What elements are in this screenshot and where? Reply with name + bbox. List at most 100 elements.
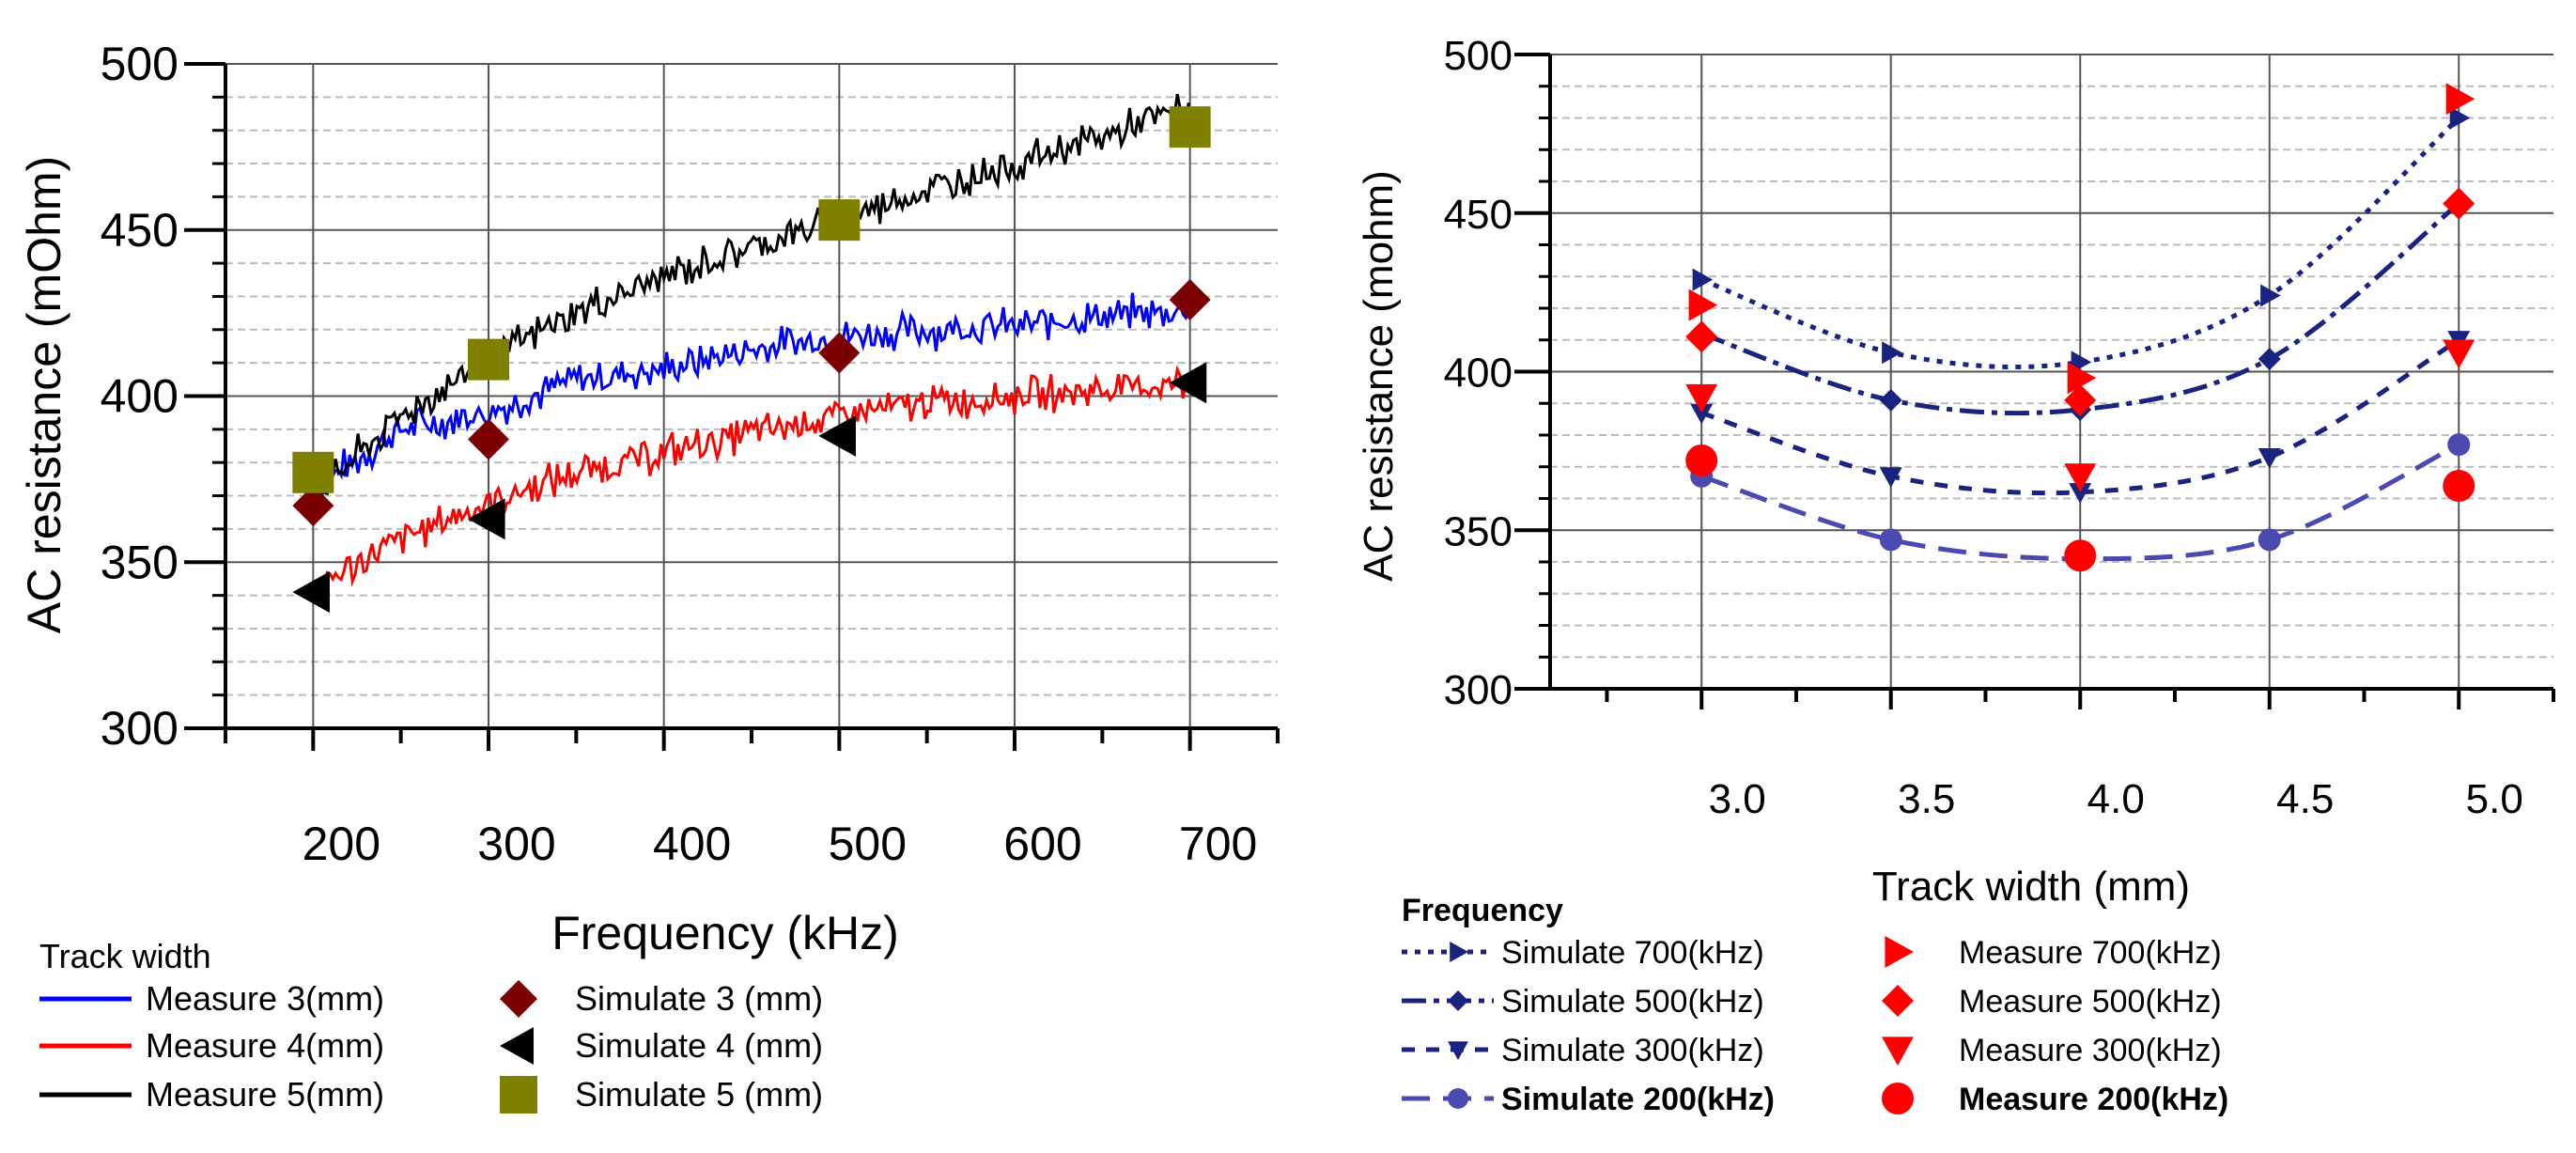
- data-point-diamond: [1685, 320, 1718, 353]
- data-point-triangle-left: [818, 414, 856, 457]
- x-tick-label: 4.5: [2276, 776, 2334, 822]
- left-axes: [184, 62, 1280, 751]
- legend-label: Simulate 200(kHz): [1501, 1082, 1775, 1117]
- series-line-triangle-right: [1700, 116, 2460, 370]
- legend-label: Measure 4(mm): [146, 1026, 384, 1065]
- right-chart: 300 350 400 450 500 3.0 3.5 4.0 4.5 5.0 AC resis…: [1356, 33, 2555, 1117]
- legend-label: Simulate 4 (mm): [575, 1026, 823, 1065]
- left-chart: 300 350 400 450 500 200 300 400 500 600 700 AC re…: [18, 38, 1280, 1114]
- legend-label: Measure 300(kHz): [1959, 1033, 2222, 1068]
- data-point-triangle-down: [1690, 403, 1714, 425]
- data-point-diamond: [292, 485, 334, 527]
- left-grid: [225, 63, 1278, 729]
- data-point-circle: [2447, 433, 2471, 457]
- x-tick-label: 600: [1003, 818, 1081, 870]
- legend-swatch-marker: [1885, 936, 1914, 968]
- x-tick-label: 700: [1179, 818, 1257, 870]
- right-x-tick-labels: 3.0 3.5 4.0 4.5 5.0: [1709, 776, 2523, 822]
- legend-label: Simulate 500(kHz): [1501, 984, 1764, 1020]
- legend-label: Simulate 700(kHz): [1501, 935, 1764, 971]
- left-series: [292, 93, 1211, 614]
- y-tick-label: 300: [1444, 667, 1513, 713]
- data-point-diamond: [2064, 383, 2097, 416]
- data-point-triangle-left: [468, 498, 505, 540]
- x-tick-label: 3.5: [1898, 776, 1955, 822]
- data-point-triangle-right: [2449, 106, 2471, 130]
- data-point-diamond: [818, 332, 861, 374]
- legend-label: Simulate 300(kHz): [1501, 1033, 1764, 1068]
- legend-swatch-marker: [1448, 990, 1468, 1011]
- legend-label: Measure 5(mm): [146, 1075, 384, 1114]
- legend-swatch-marker: [500, 980, 537, 1018]
- data-point-triangle-down: [2064, 463, 2097, 492]
- x-tick-label: 3.0: [1709, 776, 1766, 822]
- y-tick-label: 350: [101, 536, 178, 588]
- y-tick-label: 350: [1444, 508, 1513, 554]
- data-point-triangle-down: [2443, 339, 2475, 369]
- data-point-triangle-down: [1685, 383, 1718, 413]
- data-point-diamond: [2258, 348, 2281, 370]
- data-point-triangle-right: [2067, 362, 2097, 395]
- data-point-square: [818, 199, 861, 242]
- x-tick-label: 4.0: [2087, 776, 2145, 822]
- legend-label: Measure 3(mm): [146, 979, 384, 1018]
- legend-swatch-marker: [1882, 985, 1914, 1017]
- legend-swatch-marker: [1450, 942, 1468, 962]
- legend-label: Measure 500(kHz): [1959, 984, 2222, 1020]
- data-point-circle: [1685, 444, 1718, 476]
- legend-label: Simulate 5 (mm): [575, 1075, 823, 1114]
- data-point-triangle-down: [2258, 448, 2281, 469]
- data-point-circle: [1879, 528, 1902, 552]
- left-y-axis-label: AC resistance (mOhm): [18, 156, 70, 633]
- series-line-triangle-down: [1700, 337, 2460, 496]
- y-tick-label: 500: [101, 38, 178, 90]
- legend-swatch-marker: [500, 1076, 537, 1114]
- legend-swatch-marker: [1448, 1041, 1468, 1060]
- left-legend-title: Track width: [39, 937, 211, 975]
- x-tick-label: 500: [829, 818, 907, 870]
- data-point-circle: [2258, 528, 2281, 552]
- legend-label: Simulate 3 (mm): [575, 979, 823, 1018]
- data-point-diamond: [468, 418, 509, 460]
- left-x-axis-label: Frequency (kHz): [551, 907, 899, 959]
- data-point-triangle-right: [1882, 341, 1902, 365]
- data-point-circle: [2064, 539, 2097, 572]
- data-point-triangle-right: [2260, 284, 2281, 307]
- data-point-square: [468, 338, 509, 381]
- y-tick-label: 300: [101, 702, 178, 755]
- right-x-axis-label: Track width (mm): [1872, 864, 2190, 910]
- data-point-square: [1169, 106, 1211, 148]
- right-y-tick-labels: 300 350 400 450 500: [1444, 33, 1513, 713]
- x-tick-label: 300: [477, 818, 555, 870]
- y-tick-label: 400: [101, 370, 178, 423]
- right-series: [1685, 83, 2475, 572]
- legend-label: Measure 200(kHz): [1959, 1082, 2228, 1117]
- series-line-measure-3-mm-: [311, 292, 1190, 502]
- left-x-tick-labels: 200 300 400 500 600 700: [303, 818, 1258, 870]
- right-grid: [1550, 54, 2553, 690]
- left-y-tick-labels: 300 350 400 450 500: [101, 38, 178, 755]
- data-point-triangle-right: [1688, 288, 1718, 321]
- left-legend: Track width Measure 3(mm) Measure 4(mm) Me…: [39, 937, 823, 1114]
- legend-swatch-marker: [1448, 1088, 1468, 1109]
- y-tick-label: 450: [1444, 192, 1513, 238]
- x-tick-label: 5.0: [2466, 776, 2523, 822]
- legend-swatch-marker: [1882, 1083, 1914, 1114]
- series-line-diamond: [1700, 201, 2460, 416]
- data-point-triangle-left: [292, 571, 330, 614]
- legend-swatch-marker: [1882, 1036, 1914, 1066]
- data-point-diamond: [2443, 187, 2475, 220]
- data-point-diamond: [1879, 388, 1902, 412]
- right-y-axis-label: AC resistance (mohm): [1356, 170, 1402, 582]
- y-tick-label: 450: [101, 204, 178, 257]
- right-axes: [1514, 53, 2555, 709]
- data-point-circle: [2443, 470, 2475, 502]
- y-tick-label: 400: [1444, 351, 1513, 397]
- data-point-triangle-down: [2069, 483, 2092, 504]
- data-point-triangle-right: [2445, 83, 2475, 116]
- data-point-diamond: [1169, 278, 1211, 320]
- legend-label: Measure 700(kHz): [1959, 935, 2222, 971]
- data-point-triangle-right: [1692, 268, 1714, 291]
- series-line-measure-4-mm-: [311, 365, 1190, 605]
